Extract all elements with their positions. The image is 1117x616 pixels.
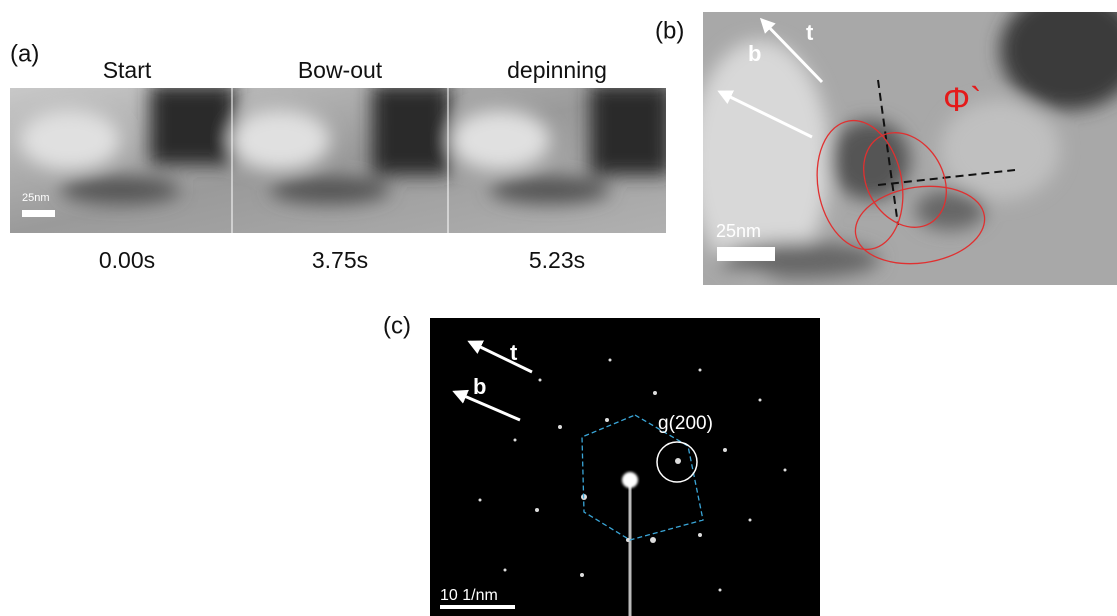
figure: (a) 25nm Start Bow-out depinning 0.00s 3… xyxy=(0,0,1117,616)
arrow-label: t xyxy=(510,340,518,365)
arrow-label: t xyxy=(806,20,814,45)
scale-bar-label: 10 1/nm xyxy=(440,587,498,604)
scale-bar xyxy=(440,605,515,609)
scale-bar xyxy=(717,247,775,261)
frame-title: Start xyxy=(103,57,152,83)
spot-label: g(200) xyxy=(658,413,713,434)
frame-title: Bow-out xyxy=(298,57,383,83)
frame-time: 3.75s xyxy=(312,247,368,273)
scale-bar xyxy=(22,210,55,217)
panel-label: (b) xyxy=(655,17,684,44)
frame-title: depinning xyxy=(507,57,607,83)
frame-time: 0.00s xyxy=(99,247,155,273)
arrow-label: b xyxy=(748,41,761,66)
tem-frames xyxy=(10,85,670,233)
panel-label: (c) xyxy=(383,312,411,339)
frame-time: 5.23s xyxy=(529,247,585,273)
scale-bar-label: 25nm xyxy=(716,221,761,241)
phase-label: Φ` xyxy=(943,81,981,119)
diffraction-pattern xyxy=(430,318,820,616)
arrow-label: b xyxy=(473,374,486,399)
panel-label: (a) xyxy=(10,40,39,67)
scale-bar-label: 25nm xyxy=(22,192,50,204)
